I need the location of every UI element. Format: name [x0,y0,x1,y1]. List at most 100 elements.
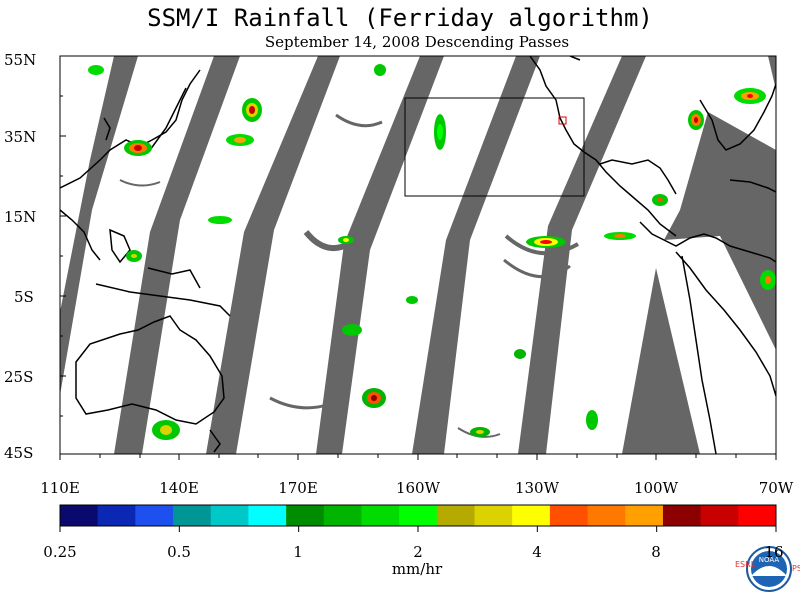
coastline [729,179,776,193]
swath-gap [768,56,776,90]
colorbar-tick-label: 0.25 [43,543,77,561]
colorbar-unit: mm/hr [391,560,443,578]
colorbar-swatch [60,505,99,526]
swath-arc [504,234,580,256]
swath-arc [303,230,362,252]
swath-gap [664,112,776,350]
coastline [149,87,187,151]
latitude-label: 45S [4,444,34,462]
map-subtitle: September 14, 2008 Descending Passes [264,33,570,51]
coastline [699,83,776,151]
rain-cell [652,194,668,206]
colorbar-swatch [248,505,287,526]
rain-cell [126,250,142,262]
colorbar-swatch [549,505,589,526]
swath-arc [335,113,383,128]
latitude-label: 25S [4,368,34,386]
rain-cell [226,134,254,146]
longitude-label: 70W [758,479,794,497]
rain-cells [88,64,776,440]
colorbar-tick-label: 4 [532,543,542,561]
longitude-label: 130W [514,479,560,497]
swath-gap [206,56,340,454]
region-box [404,97,585,197]
rain-cell [604,232,636,240]
tick-marks [59,55,777,460]
rain-cell [362,388,386,408]
colorbar [59,504,777,532]
rain-cell [124,140,152,156]
rain-cell [586,410,598,430]
coastline [75,315,225,425]
coastline [599,159,677,195]
colorbar-tick-label: 2 [413,543,423,561]
coastline [103,117,111,141]
swath-gap [316,56,444,454]
coastlines [60,56,776,454]
colorbar-swatch [587,505,626,526]
colorbar-tick-label: 16 [764,543,784,561]
longitude-label: 100W [633,479,679,497]
coastline [675,251,776,397]
latitude-label: 35N [4,128,37,146]
swath-arc [503,258,571,279]
colorbar-tick-label: 1 [293,543,303,561]
coastline [569,56,581,61]
rain-cell [406,296,418,304]
latitude-label: 5S [14,288,34,306]
colorbar-swatch [436,505,476,526]
swath-gap [622,268,700,454]
rain-cell [208,216,232,224]
rain-cell [434,114,446,150]
rain-cell [342,324,362,336]
colorbar-swatch [512,505,551,526]
longitude-label: 170E [278,479,318,497]
rain-cell [152,420,180,440]
colorbar-swatch [399,505,438,526]
swath-gap [518,56,646,454]
swath-arc [269,396,331,410]
swath-gap [412,56,540,454]
coastline [209,429,221,453]
colorbar-swatch [97,505,136,526]
swath-gaps [60,56,776,454]
coastline [681,255,717,454]
rain-cell [514,349,526,359]
coastline [95,283,231,317]
map-title: SSM/I Rainfall (Ferriday algorithm) [147,4,653,32]
colorbar-swatch [286,505,325,526]
location-marker [558,116,567,125]
swath-gap [114,56,240,454]
colorbar-swatch [173,505,212,526]
rain-cell [526,236,566,248]
rain-cell [374,64,386,76]
colorbar-swatch [323,505,362,526]
svg-text:NOAA: NOAA [759,556,780,564]
colorbar-swatch [625,505,664,526]
rain-cell [338,236,354,244]
colorbar-swatch [700,505,739,526]
coastline [147,267,201,289]
rain-cell [688,110,704,130]
rain-cell [242,98,262,122]
colorbar-swatch [210,505,249,526]
longitude-label: 110E [40,479,80,497]
colorbar-swatch [361,505,400,526]
longitude-label: 160W [395,479,441,497]
rain-cell [470,427,490,437]
colorbar-swatch [135,505,174,526]
noaa-logo: NOAA [746,546,792,592]
rain-cell [760,270,776,290]
logo-left-text: ESRL [735,560,756,569]
coastline [109,228,131,264]
logo-right-text: PSD [792,564,800,573]
colorbar-tick-label: 0.5 [167,543,191,561]
colorbar-swatch [738,505,777,526]
longitude-label: 140E [159,479,199,497]
coastline [639,221,776,263]
rain-cell [734,88,766,104]
colorbar-swatch [662,505,702,526]
swath-gap [60,56,138,395]
swath-arc [119,179,161,187]
